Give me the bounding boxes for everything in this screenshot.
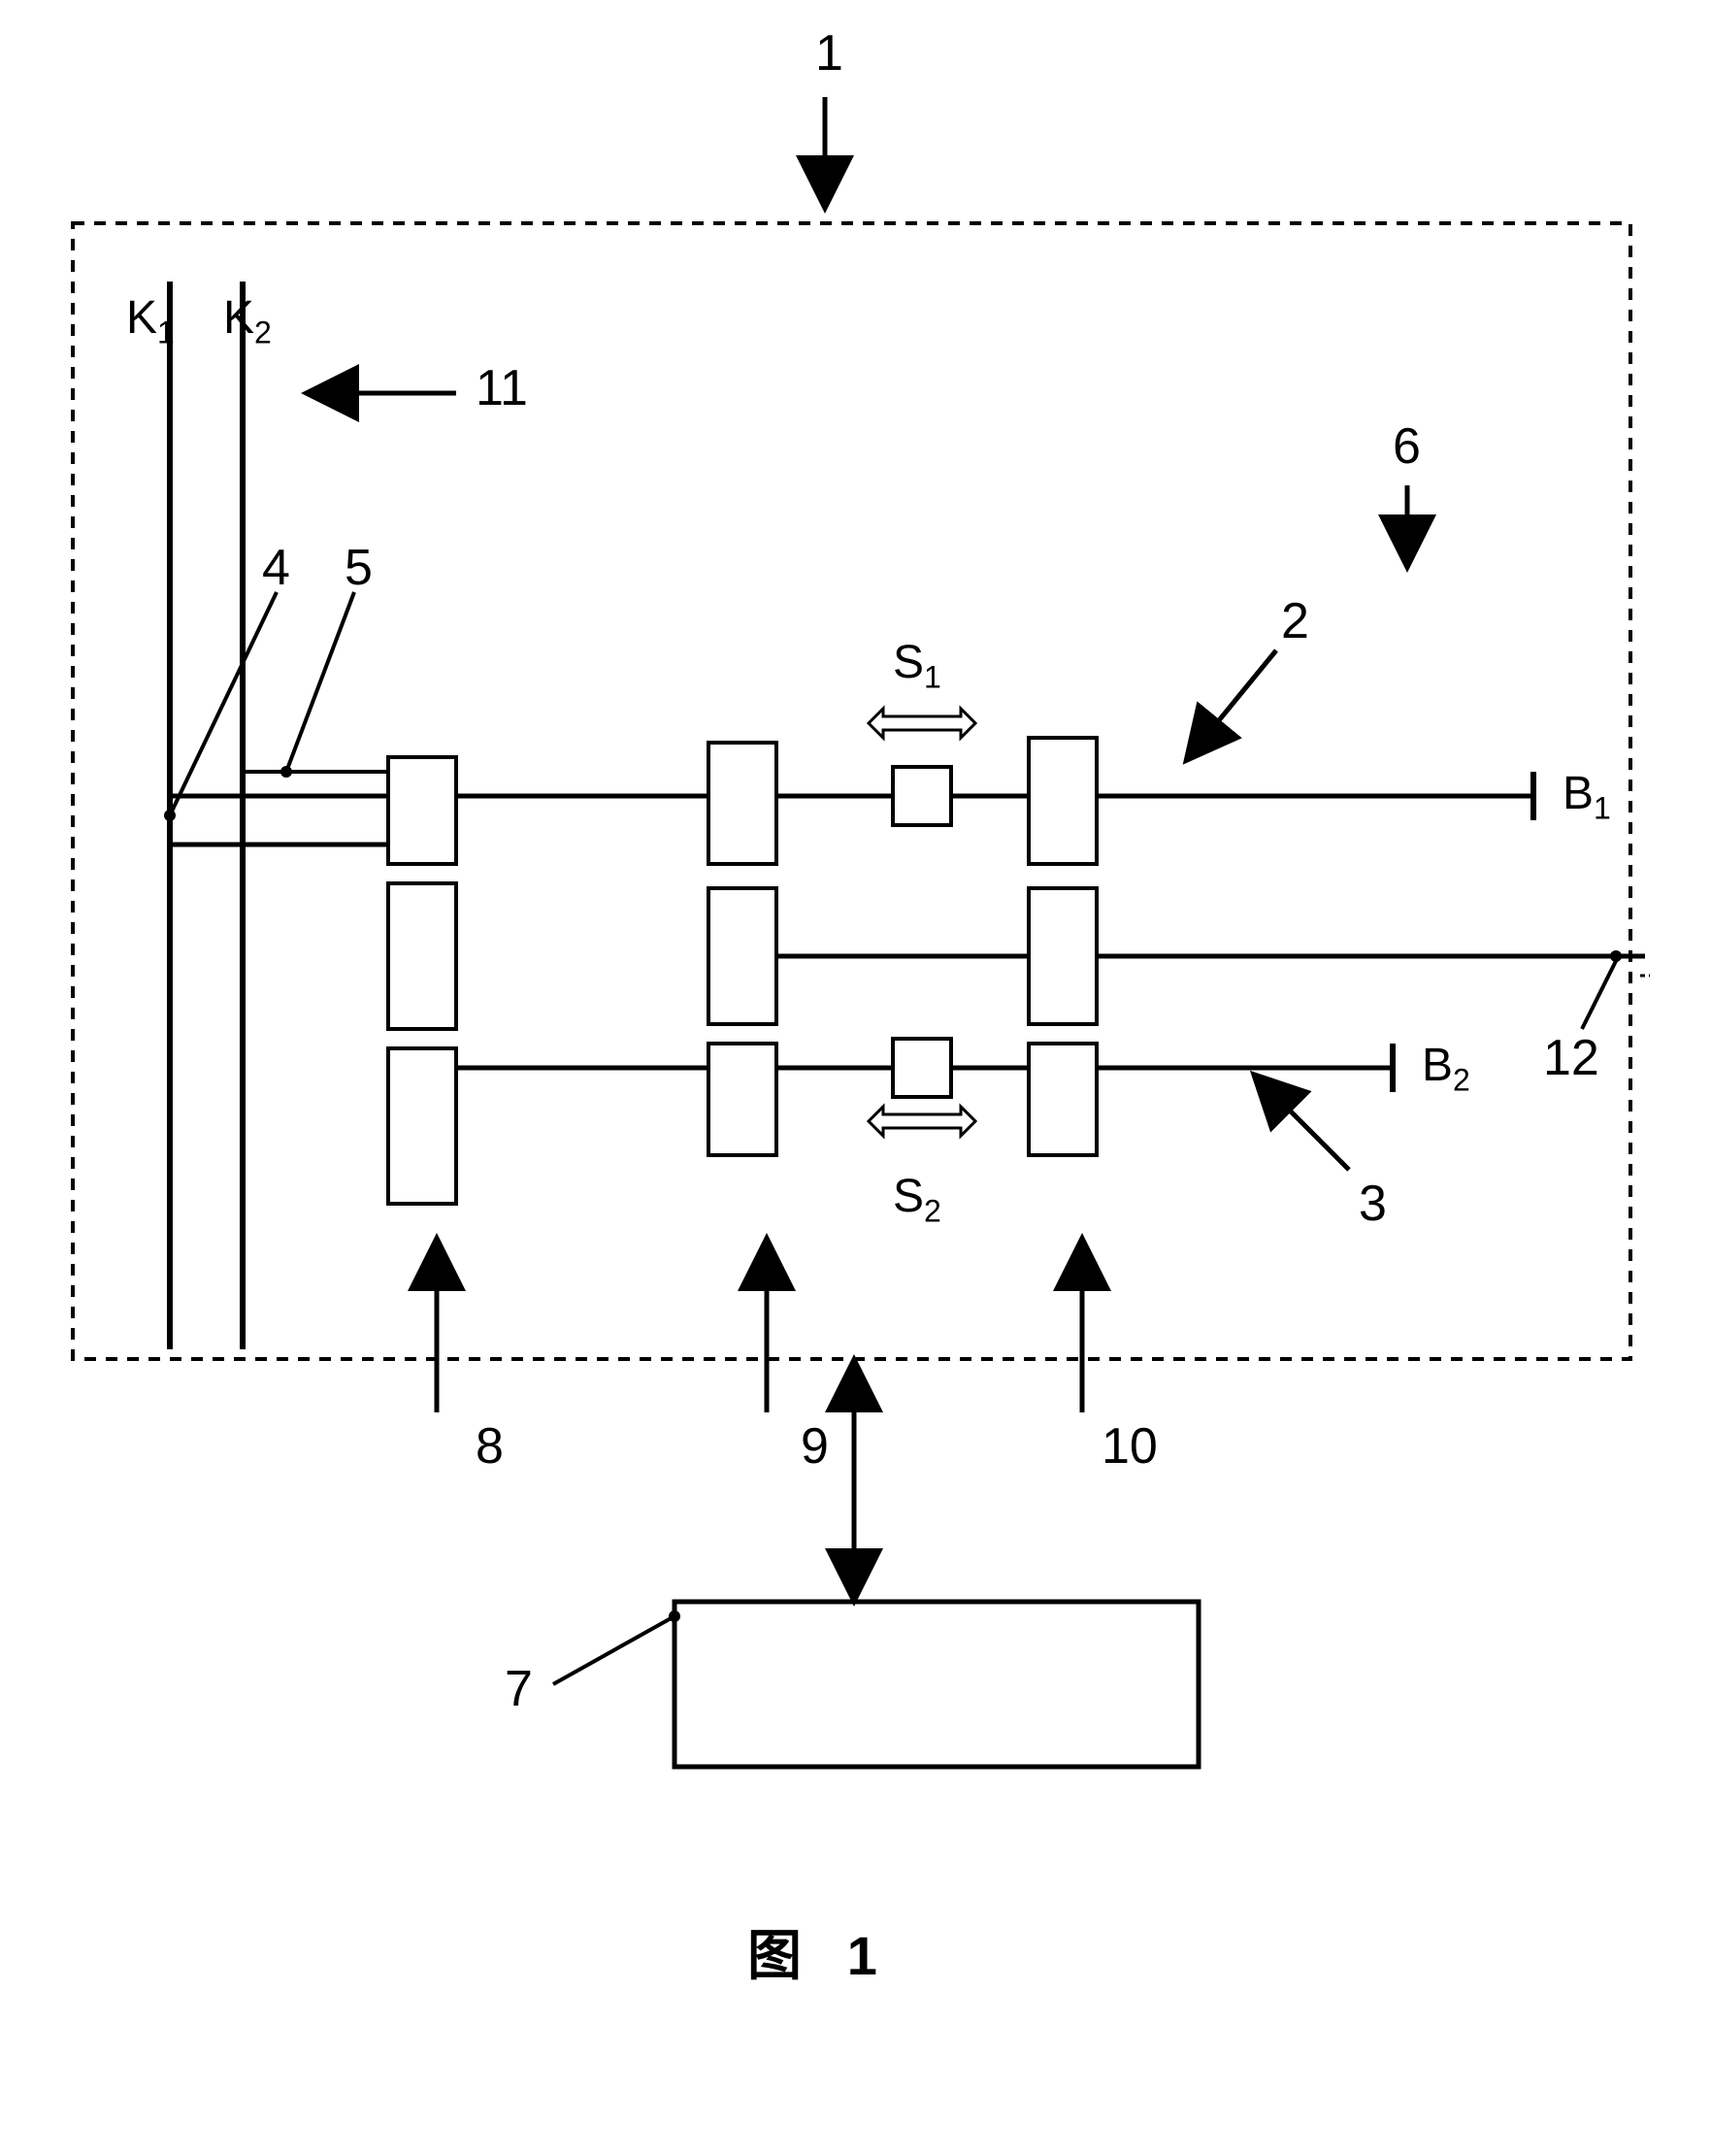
label-num-3: 3 — [1359, 1175, 1387, 1233]
dot-4 — [164, 810, 176, 821]
label-b2: B2 — [1422, 1039, 1470, 1099]
label-k1: K1 — [126, 291, 175, 351]
arrow-label-2 — [1189, 650, 1276, 757]
gear-8-bot — [388, 1048, 456, 1204]
arrow-label-3 — [1257, 1078, 1349, 1170]
label-num-5: 5 — [345, 539, 373, 597]
label-num-7: 7 — [505, 1660, 533, 1718]
leader-5 — [286, 592, 354, 772]
gear-10-bot — [1029, 1044, 1097, 1155]
dashed-boundary — [73, 223, 1630, 1359]
gear-8-top — [388, 757, 456, 864]
control-box — [675, 1602, 1199, 1767]
leader-7 — [553, 1616, 675, 1684]
label-num-12: 12 — [1543, 1029, 1599, 1087]
label-num-2: 2 — [1281, 592, 1309, 650]
label-b1: B1 — [1563, 767, 1611, 827]
leader-4 — [170, 592, 277, 815]
label-num-8: 8 — [476, 1417, 504, 1476]
label-s2: S2 — [893, 1170, 941, 1230]
label-k2: K2 — [223, 291, 272, 351]
gear-10-mid — [1029, 888, 1097, 1024]
label-num-11: 11 — [476, 359, 528, 417]
gear-9-top — [708, 743, 776, 864]
label-num-9: 9 — [801, 1417, 829, 1476]
dot-12 — [1610, 950, 1622, 962]
synchro-s1 — [893, 767, 951, 825]
double-arrow-s1 — [869, 709, 975, 738]
synchro-s2 — [893, 1039, 951, 1097]
label-num-1: 1 — [815, 24, 843, 83]
gear-9-mid — [708, 888, 776, 1024]
label-num-4: 4 — [262, 539, 290, 597]
gear-8-mid — [388, 883, 456, 1029]
figure-caption: 图 1 — [747, 1912, 877, 1991]
schematic-diagram: K1 K2 S1 S2 B1 B2 1 11 6 4 5 2 3 12 8 9 … — [0, 0, 1711, 2156]
leader-12 — [1582, 961, 1616, 1029]
gear-10-top — [1029, 738, 1097, 864]
gear-9-bot — [708, 1044, 776, 1155]
dot-7 — [669, 1610, 680, 1622]
label-num-10: 10 — [1102, 1417, 1158, 1476]
label-s1: S1 — [893, 636, 941, 696]
label-num-6: 6 — [1393, 417, 1421, 476]
double-arrow-s2 — [869, 1107, 975, 1136]
